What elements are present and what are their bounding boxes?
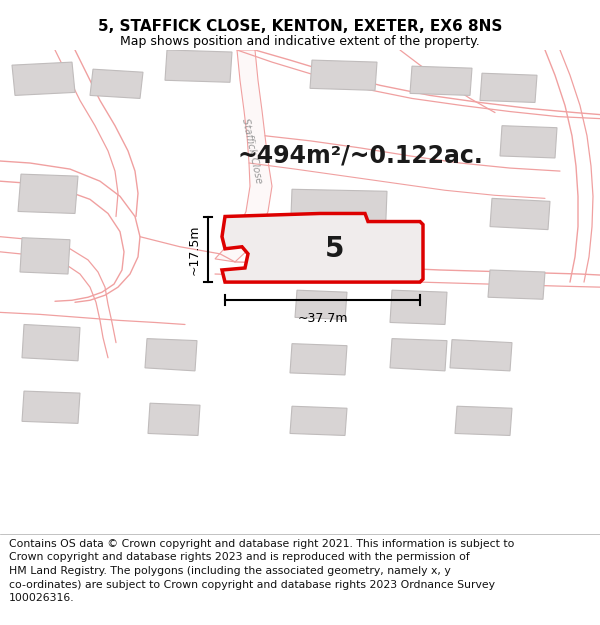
Text: Staffick Close: Staffick Close bbox=[240, 118, 264, 184]
Polygon shape bbox=[18, 174, 78, 214]
Text: Map shows position and indicative extent of the property.: Map shows position and indicative extent… bbox=[120, 35, 480, 48]
Polygon shape bbox=[390, 290, 447, 324]
Polygon shape bbox=[295, 290, 347, 319]
Polygon shape bbox=[490, 198, 550, 229]
Text: Contains OS data © Crown copyright and database right 2021. This information is : Contains OS data © Crown copyright and d… bbox=[9, 539, 514, 603]
Polygon shape bbox=[500, 126, 557, 158]
Polygon shape bbox=[222, 214, 423, 282]
Polygon shape bbox=[480, 73, 537, 102]
Polygon shape bbox=[290, 189, 387, 244]
Polygon shape bbox=[488, 270, 545, 299]
Polygon shape bbox=[22, 324, 80, 361]
Polygon shape bbox=[12, 62, 75, 96]
Text: 5, STAFFICK CLOSE, KENTON, EXETER, EX6 8NS: 5, STAFFICK CLOSE, KENTON, EXETER, EX6 8… bbox=[98, 19, 502, 34]
Text: ~17.5m: ~17.5m bbox=[187, 224, 200, 274]
Polygon shape bbox=[148, 403, 200, 436]
Polygon shape bbox=[90, 69, 143, 98]
Polygon shape bbox=[455, 406, 512, 436]
Polygon shape bbox=[22, 391, 80, 423]
Text: ~494m²/~0.122ac.: ~494m²/~0.122ac. bbox=[237, 144, 483, 168]
Polygon shape bbox=[310, 60, 377, 91]
Polygon shape bbox=[165, 50, 232, 82]
Polygon shape bbox=[410, 66, 472, 96]
Text: 5: 5 bbox=[325, 235, 345, 262]
Text: ~37.7m: ~37.7m bbox=[297, 312, 348, 325]
Polygon shape bbox=[290, 406, 347, 436]
Polygon shape bbox=[145, 339, 197, 371]
Polygon shape bbox=[450, 339, 512, 371]
Polygon shape bbox=[215, 50, 272, 262]
Polygon shape bbox=[20, 238, 70, 274]
Polygon shape bbox=[290, 344, 347, 375]
Polygon shape bbox=[390, 339, 447, 371]
